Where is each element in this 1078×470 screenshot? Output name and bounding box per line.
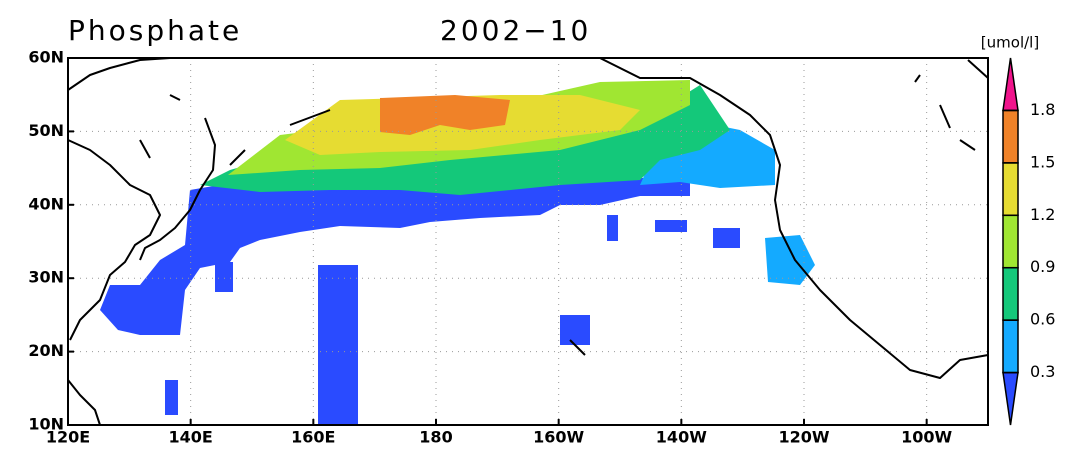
field-lowest (100, 178, 690, 335)
coastline (169, 57, 989, 379)
field-low (640, 120, 815, 285)
lon-tick-label: 180 (419, 428, 452, 447)
date: 2002−10 (440, 14, 591, 47)
lat-tick-label: 30N (28, 268, 64, 287)
units: [umol/l] (981, 34, 1039, 52)
colorbar-segment (1002, 371, 1019, 426)
field-lowest (713, 228, 740, 248)
colorbar-segment (1002, 266, 1019, 321)
lat-tick-label: 50N (28, 121, 64, 140)
colorbar-segment (1002, 109, 1019, 164)
colorbar-segment (1002, 319, 1019, 374)
field-higher (380, 95, 510, 135)
lat-tick-label: 10N (28, 415, 64, 434)
colorbar-label: 0.9 (1030, 257, 1055, 276)
colorbar-segment (1002, 214, 1019, 269)
lat-tick-label: 40N (28, 194, 64, 213)
field-lowest (318, 265, 358, 425)
field-lowest (215, 262, 233, 292)
lon-tick-label: 160E (291, 428, 335, 447)
colorbar-label: 0.3 (1030, 362, 1055, 381)
colorbar-segment (1002, 162, 1019, 217)
lon-tick-label: 140W (656, 428, 707, 447)
data-field (100, 80, 815, 425)
field-lowest (165, 380, 178, 415)
colorbar-segment (1002, 57, 1019, 112)
coastline (569, 59, 989, 356)
coastline (139, 117, 216, 261)
axis-labels: 120E 140E 160E 180 160W 140W 120W 100W 10N 20N 30N… (28, 48, 952, 447)
colorbar-label: 1.8 (1030, 100, 1055, 119)
coastlines (67, 57, 989, 426)
colorbar-label: 0.6 (1030, 310, 1055, 329)
lon-tick-label: 120E (46, 428, 90, 447)
lon-tick-label: 120W (778, 428, 829, 447)
coastline (67, 57, 171, 426)
colorbar-label: 1.2 (1030, 205, 1055, 224)
lat-tick-label: 20N (28, 341, 64, 360)
field-lowest (560, 315, 590, 345)
title: Phosphate (68, 14, 242, 47)
lon-tick-label: 100W (901, 428, 952, 447)
map-frame (67, 57, 989, 426)
lon-tick-label: 140E (169, 428, 213, 447)
field-lowest (655, 220, 687, 232)
lon-tick-label: 160W (533, 428, 584, 447)
colorbar: 0.3 0.6 0.9 1.2 1.5 1.8 (1002, 57, 1055, 426)
field-lowest (607, 215, 618, 241)
colorbar-label: 1.5 (1030, 152, 1055, 171)
lat-tick-label: 60N (28, 48, 64, 67)
